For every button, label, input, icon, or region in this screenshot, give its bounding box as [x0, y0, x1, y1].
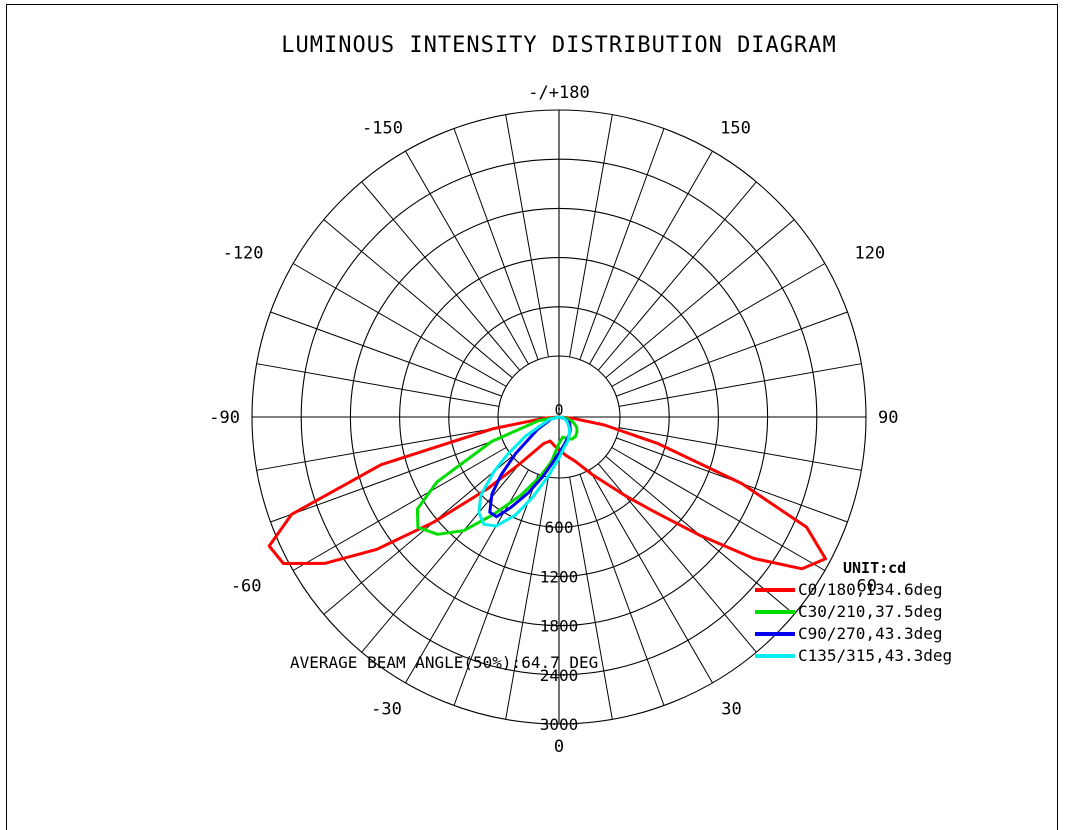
angle-tick-label: -/+180: [528, 83, 589, 103]
grid-spoke: [453, 474, 539, 706]
grid-spoke: [616, 311, 848, 397]
legend-label: C0/180,134.6deg: [798, 580, 943, 599]
series-curve: [415, 415, 579, 536]
radial-tick-label: 2400: [540, 666, 579, 685]
grid-spoke: [505, 114, 549, 358]
grid-spoke: [618, 427, 862, 471]
angle-tick-label: 120: [854, 244, 885, 264]
grid-spoke: [292, 447, 507, 571]
polar-grid: [251, 109, 867, 725]
axis-labels: -/+180-150 150-120 120-90 90-60 60-30 3000600…: [209, 83, 898, 757]
angle-tick-label: 90: [878, 408, 898, 428]
grid-spoke: [605, 219, 795, 379]
beam-angle-footer: AVERAGE BEAM ANGLE(50%):64.7 DEG: [290, 653, 598, 672]
grid-spoke: [579, 128, 665, 360]
grid-spoke: [611, 263, 826, 387]
unit-label: UNIT:cd: [843, 559, 906, 577]
legend: UNIT:cd C0/180,134.6deg C30/210,37.5deg C9…: [755, 559, 952, 665]
angle-tick-label: 30: [721, 699, 741, 719]
grid-spoke: [256, 427, 500, 471]
grid-spoke: [453, 128, 539, 360]
grid-spoke: [589, 150, 713, 365]
angle-tick-label: -30: [371, 699, 402, 719]
grid-spoke: [361, 181, 521, 371]
angle-tick-label: -60: [231, 577, 262, 597]
radial-tick-label: 1200: [540, 567, 579, 586]
grid-spoke: [256, 363, 500, 407]
grid-spoke: [270, 437, 502, 523]
angle-tick-label: 150: [720, 119, 751, 139]
grid-spoke: [270, 311, 502, 397]
legend-label: C30/210,37.5deg: [798, 602, 943, 621]
angle-tick-label: 0: [554, 737, 564, 757]
legend-label: C90/270,43.3deg: [798, 624, 943, 643]
angle-tick-label: 60: [856, 577, 876, 597]
series-curve: [477, 415, 571, 528]
grid-spoke: [611, 447, 826, 571]
angle-tick-label: -90: [209, 408, 240, 428]
grid-spoke: [323, 455, 513, 615]
radial-tick-label: 3000: [540, 715, 579, 734]
grid-spoke: [505, 476, 549, 720]
legend-label: C135/315,43.3deg: [798, 646, 952, 665]
grid-spoke: [361, 463, 521, 653]
grid-spoke: [618, 363, 862, 407]
radial-tick-label: 600: [545, 518, 574, 537]
grid-spoke: [579, 474, 665, 706]
series-curve: [267, 415, 827, 571]
grid-spoke: [589, 469, 713, 684]
angle-tick-label: -120: [223, 244, 264, 264]
series-curves: [267, 415, 827, 571]
chart-frame: [6, 4, 1058, 830]
radial-tick-label: 1800: [540, 617, 579, 636]
center-label: 0: [554, 401, 563, 419]
chart-title: LUMINOUS INTENSITY DISTRIBUTION DIAGRAM: [281, 33, 837, 58]
grid-spoke: [569, 476, 613, 720]
grid-spoke: [569, 114, 613, 358]
angle-tick-label: -150: [362, 119, 403, 139]
grid-spoke: [405, 150, 529, 365]
grid-spoke: [292, 263, 507, 387]
grid-spoke: [597, 181, 757, 371]
grid-spoke: [323, 219, 513, 379]
